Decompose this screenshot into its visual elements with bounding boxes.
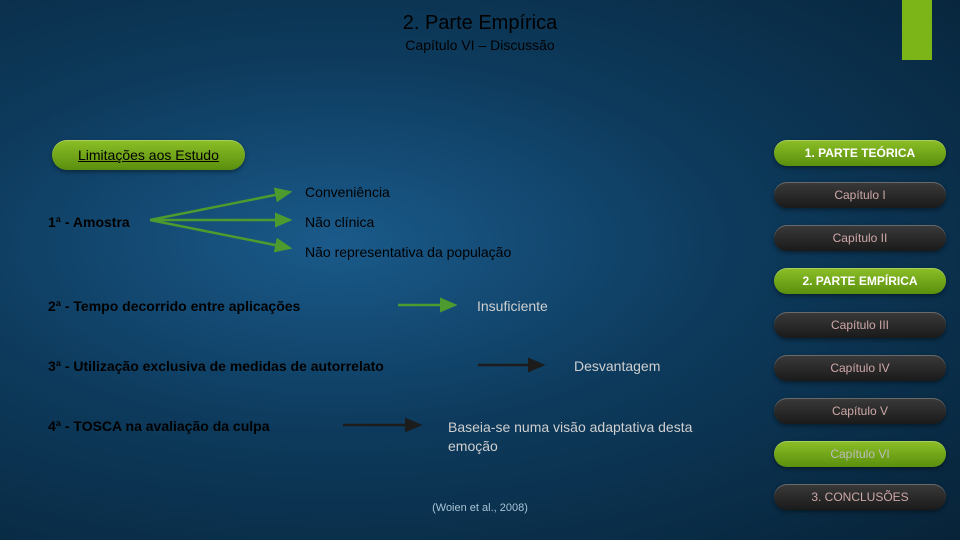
sidebar-item-7: Capítulo VI xyxy=(774,441,946,467)
sidebar-item-6: Capítulo V xyxy=(774,398,946,424)
item1-arrows xyxy=(145,186,305,254)
sidebar-item-3: 2. PARTE EMPÍRICA xyxy=(774,268,946,294)
item1-branch3: Não representativa da população xyxy=(305,244,511,260)
slide-title: 2. Parte Empírica xyxy=(0,12,960,35)
sidebar-item-8: 3. CONCLUSÕES xyxy=(774,484,946,510)
item4-arrow xyxy=(340,417,430,433)
main-topic-pill: Limitações aos Estudo xyxy=(52,140,245,170)
corner-accent xyxy=(902,0,932,60)
sidebar-item-5: Capítulo IV xyxy=(774,355,946,381)
item1-branch2: Não clínica xyxy=(305,214,374,230)
item2-result: Insuficiente xyxy=(477,298,548,314)
sidebar-item-1: Capítulo I xyxy=(774,182,946,208)
item3-arrow xyxy=(475,357,553,373)
sidebar-item-2: Capítulo II xyxy=(774,225,946,251)
sidebar-item-0: 1. PARTE TEÓRICA xyxy=(774,140,946,166)
slide-subtitle: Capítulo VI – Discussão xyxy=(0,37,960,53)
item4-label: 4ª - TOSCA na avaliação da culpa xyxy=(48,418,269,434)
item2-label: 2ª - Tempo decorrido entre aplicações xyxy=(48,298,300,314)
sidebar-item-4: Capítulo III xyxy=(774,312,946,338)
item4-result: Baseia-se numa visão adaptativa desta em… xyxy=(448,418,708,456)
item3-result: Desvantagem xyxy=(574,358,660,374)
item2-arrow xyxy=(395,297,465,313)
item1-branch1: Conveniência xyxy=(305,184,390,200)
item1-label: 1ª - Amostra xyxy=(48,214,130,230)
slide-header: 2. Parte Empírica Capítulo VI – Discussã… xyxy=(0,0,960,53)
item3-label: 3ª - Utilização exclusiva de medidas de … xyxy=(48,358,384,374)
